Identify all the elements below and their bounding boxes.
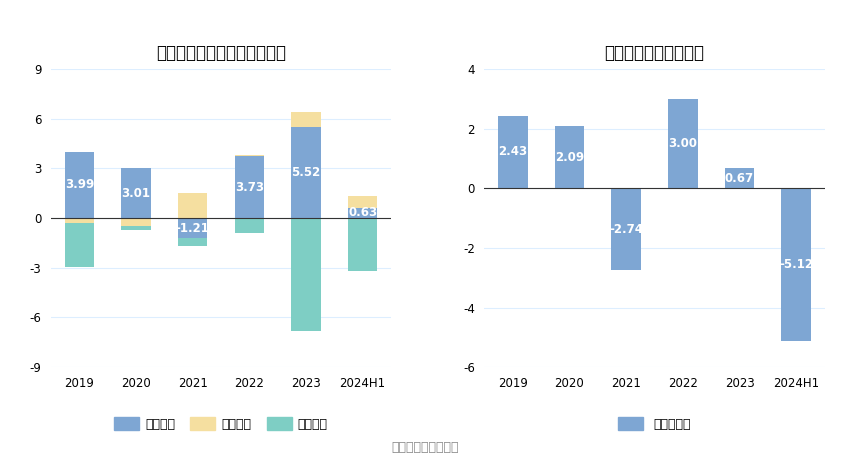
- Bar: [122, 226, 150, 230]
- Bar: [348, 196, 377, 207]
- Bar: [555, 126, 584, 188]
- Bar: [65, 152, 94, 218]
- Bar: [235, 155, 264, 156]
- Text: 数据来源：恒生聚源: 数据来源：恒生聚源: [391, 442, 459, 454]
- Text: 3.00: 3.00: [668, 137, 697, 150]
- Title: 自由现金流量（亿元）: 自由现金流量（亿元）: [604, 44, 705, 62]
- Bar: [611, 188, 641, 270]
- Bar: [65, 218, 94, 223]
- Bar: [292, 112, 320, 127]
- Bar: [292, 127, 320, 218]
- Bar: [122, 218, 150, 226]
- Text: 3.01: 3.01: [122, 186, 150, 200]
- Bar: [498, 116, 528, 188]
- Text: -2.74: -2.74: [609, 223, 643, 235]
- Text: 0.63: 0.63: [348, 206, 377, 219]
- Bar: [122, 168, 150, 218]
- Bar: [235, 156, 264, 218]
- Bar: [178, 218, 207, 238]
- Bar: [348, 207, 377, 218]
- Bar: [668, 99, 698, 188]
- Bar: [348, 218, 377, 271]
- Text: 3.99: 3.99: [65, 179, 94, 191]
- Bar: [292, 218, 320, 331]
- Text: 3.73: 3.73: [235, 180, 264, 194]
- Bar: [65, 223, 94, 267]
- Bar: [781, 188, 811, 341]
- Bar: [725, 168, 754, 188]
- Text: 2.09: 2.09: [555, 151, 584, 163]
- Bar: [235, 218, 264, 233]
- Text: 2.43: 2.43: [498, 146, 527, 158]
- Legend: 自由现金流: 自由现金流: [613, 412, 696, 436]
- Text: 0.67: 0.67: [725, 172, 754, 185]
- Title: 新澳股份现金流净额（亿元）: 新澳股份现金流净额（亿元）: [156, 44, 286, 62]
- Bar: [178, 238, 207, 246]
- Legend: 经营活动, 筹资活动, 投资活动: 经营活动, 筹资活动, 投资活动: [109, 412, 333, 436]
- Text: -5.12: -5.12: [779, 258, 813, 271]
- Text: 5.52: 5.52: [292, 166, 320, 179]
- Text: -1.21: -1.21: [176, 222, 210, 235]
- Bar: [178, 193, 207, 218]
